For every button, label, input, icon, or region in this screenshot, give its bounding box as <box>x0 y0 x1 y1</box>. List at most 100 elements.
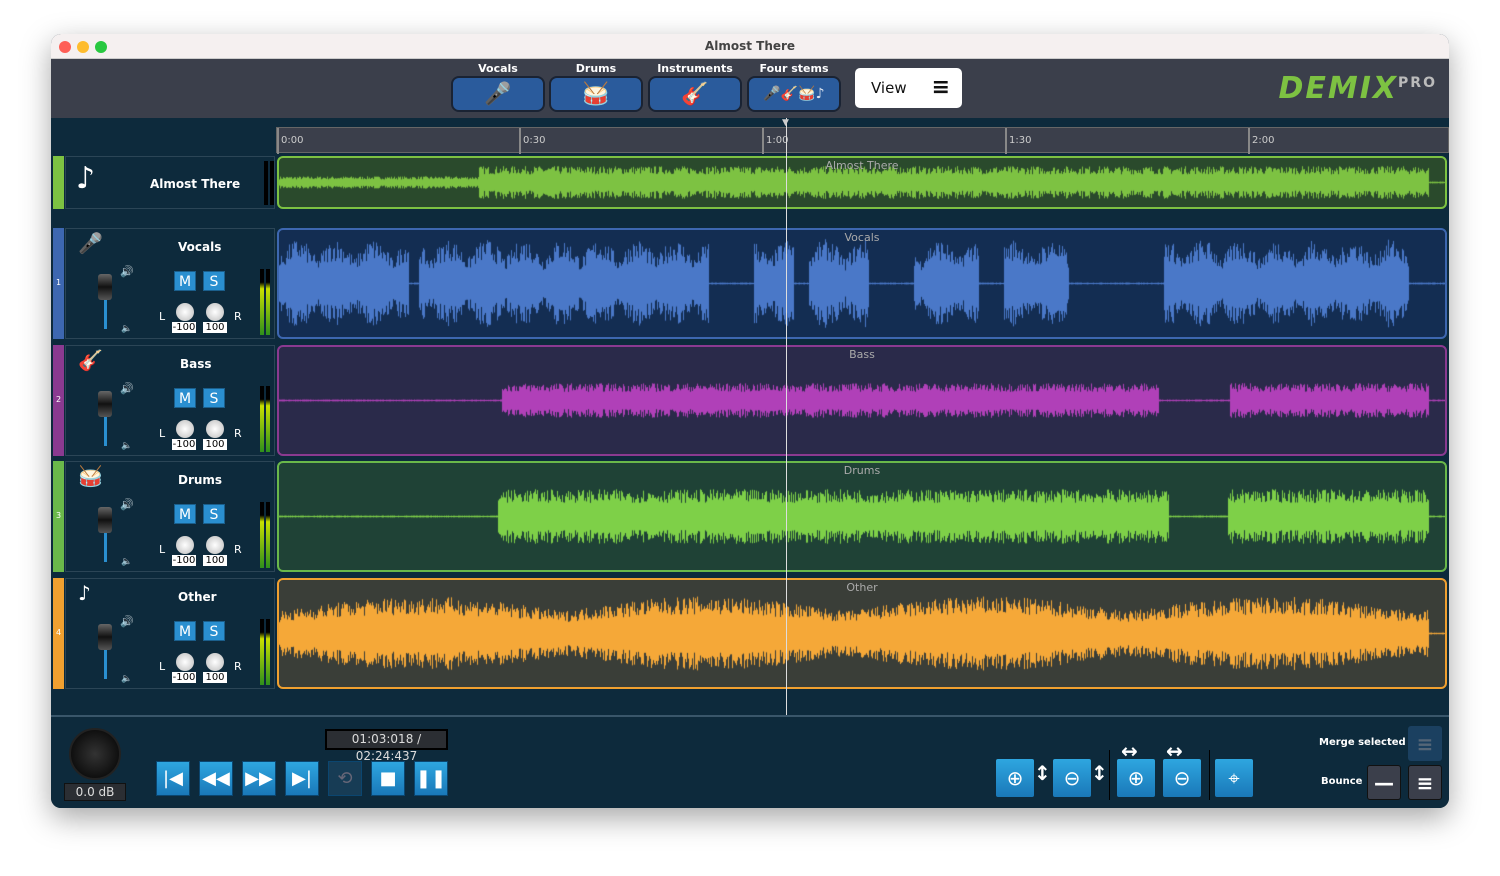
divider <box>1209 750 1210 800</box>
track-header[interactable]: ♪ Other 🔊 🔈 M S L -100 100 R <box>65 578 275 689</box>
bounce-label: Bounce <box>1321 776 1363 787</box>
volume-fader-track[interactable] <box>104 396 107 446</box>
toolbar: Vocals 🎤 Drums 🥁 Instruments 🎸 Four stem… <box>51 59 1449 118</box>
pan-right-knob[interactable] <box>206 303 224 321</box>
pan-left-knob[interactable] <box>176 653 194 671</box>
go-to-start-button[interactable]: |◀ <box>156 761 190 796</box>
solo-button[interactable]: S <box>203 621 225 641</box>
skip-start-icon: |◀ <box>163 768 183 789</box>
pan-right-value[interactable]: 100 <box>203 555 227 566</box>
track-type-icon: 🎤 <box>78 231 103 255</box>
track-header[interactable]: 🎤 Vocals 🔊 🔈 M S L -100 100 R <box>65 228 275 339</box>
track-header[interactable]: 🥁 Drums 🔊 🔈 M S L -100 100 R <box>65 461 275 572</box>
merge-selected-button[interactable]: ≡ <box>1408 726 1442 761</box>
minimize-window-button[interactable] <box>77 41 89 53</box>
hamburger-icon: ≡ <box>931 75 950 100</box>
mute-button[interactable]: M <box>174 621 196 641</box>
stem-label-four-stems: Four stems <box>759 62 829 75</box>
volume-fader-track[interactable] <box>104 279 107 329</box>
track-name: Other <box>178 590 217 604</box>
hamburger-icon: ≡ <box>1416 770 1434 795</box>
speaker-quiet-icon: 🔈 <box>121 674 133 684</box>
solo-button[interactable]: S <box>203 504 225 524</box>
pan-left-value[interactable]: -100 <box>172 672 196 683</box>
ruler-tick: 1:30 <box>1005 128 1031 154</box>
pan-right-knob[interactable] <box>206 536 224 554</box>
stop-button[interactable]: ■ <box>371 761 405 796</box>
zoom-out-horizontal-button[interactable]: ⊖ <box>1163 759 1201 797</box>
master-track-header[interactable]: ♪ Almost There <box>65 156 275 209</box>
fast-forward-button[interactable]: ▶▶ <box>242 761 276 796</box>
waveform <box>279 463 1445 570</box>
pause-button[interactable]: ❚❚ <box>414 761 448 796</box>
zoom-in-vertical-button[interactable]: ⊕ <box>996 759 1034 797</box>
speaker-quiet-icon: 🔈 <box>121 441 133 451</box>
speaker-loud-icon: 🔊 <box>120 265 134 278</box>
pan-left-value[interactable]: -100 <box>172 439 196 450</box>
volume-fader-track[interactable] <box>104 629 107 679</box>
lane-label: Vocals <box>844 231 880 244</box>
volume-fader-handle[interactable] <box>98 391 112 417</box>
volume-fader-handle[interactable] <box>98 507 112 533</box>
close-window-button[interactable] <box>59 41 71 53</box>
volume-fader-handle[interactable] <box>98 624 112 650</box>
mute-button[interactable]: M <box>174 271 196 291</box>
speaker-loud-icon: 🔊 <box>120 498 134 511</box>
pan-left-knob[interactable] <box>176 420 194 438</box>
track-number: 1 <box>55 278 62 287</box>
instruments-stem-button[interactable]: 🎸 <box>648 76 742 112</box>
center-playhead-button[interactable]: ⌖ <box>1215 759 1253 797</box>
view-menu-button[interactable]: View ≡ <box>855 68 962 108</box>
stem-label-vocals: Vocals <box>478 62 518 75</box>
solo-button[interactable]: S <box>203 271 225 291</box>
pan-left-knob[interactable] <box>176 536 194 554</box>
logo-suffix: PRO <box>1398 75 1437 91</box>
go-to-end-button[interactable]: ▶| <box>285 761 319 796</box>
loop-toggle-button[interactable]: ⟲ <box>328 761 362 796</box>
track-drums: 3 🥁 Drums 🔊 🔈 M S L -100 100 R Drums <box>51 461 1449 572</box>
speaker-quiet-icon: 🔈 <box>121 557 133 567</box>
waveform-lane[interactable]: Bass <box>277 345 1447 456</box>
track-number: 3 <box>55 511 62 520</box>
pan-left-value[interactable]: -100 <box>172 322 196 333</box>
pause-icon: ❚❚ <box>415 768 447 789</box>
pan-right-knob[interactable] <box>206 420 224 438</box>
mute-button[interactable]: M <box>174 504 196 524</box>
zoom-in-horizontal-button[interactable]: ⊕ <box>1117 759 1155 797</box>
level-meter-right <box>266 619 270 685</box>
drums-stem-button[interactable]: 🥁 <box>549 76 643 112</box>
vocals-stem-button[interactable]: 🎤 <box>451 76 545 112</box>
waveform-lane[interactable]: Vocals <box>277 228 1447 339</box>
master-waveform-lane[interactable]: Almost There <box>277 156 1447 209</box>
track-color-strip <box>53 461 64 572</box>
zoom-window-button[interactable] <box>95 41 107 53</box>
rewind-button[interactable]: ◀◀ <box>199 761 233 796</box>
pan-right-value[interactable]: 100 <box>203 322 227 333</box>
bounce-all-button[interactable]: ≡ <box>1408 765 1442 800</box>
track-name: Vocals <box>178 240 222 254</box>
mute-button[interactable]: M <box>174 388 196 408</box>
volume-fader-handle[interactable] <box>98 274 112 300</box>
pan-right-knob[interactable] <box>206 653 224 671</box>
pan-right-value[interactable]: 100 <box>203 672 227 683</box>
pan-left-knob[interactable] <box>176 303 194 321</box>
track-header[interactable]: 🎸 Bass 🔊 🔈 M S L -100 100 R <box>65 345 275 456</box>
solo-button[interactable]: S <box>203 388 225 408</box>
track-color-strip <box>53 578 64 689</box>
track-number: 4 <box>55 628 62 637</box>
track-other: 4 ♪ Other 🔊 🔈 M S L -100 100 R Other <box>51 578 1449 689</box>
playhead[interactable] <box>786 118 787 715</box>
bounce-single-button[interactable]: — <box>1367 765 1401 800</box>
volume-fader-track[interactable] <box>104 512 107 562</box>
lane-label: Drums <box>843 464 881 477</box>
four-stems-button[interactable]: 🎤🎸🥁♪ <box>747 76 841 112</box>
timeline-ruler[interactable]: 0:00 0:30 1:00 1:30 2:00 <box>276 127 1449 154</box>
app-window: Almost There Vocals 🎤 Drums 🥁 Instrument… <box>51 34 1449 808</box>
playhead-marker[interactable]: ▼ <box>782 118 789 128</box>
pan-left-value[interactable]: -100 <box>172 555 196 566</box>
waveform-lane[interactable]: Other <box>277 578 1447 689</box>
pan-right-value[interactable]: 100 <box>203 439 227 450</box>
zoom-out-vertical-button[interactable]: ⊖ <box>1053 759 1091 797</box>
master-volume-knob[interactable] <box>69 728 121 780</box>
waveform-lane[interactable]: Drums <box>277 461 1447 572</box>
